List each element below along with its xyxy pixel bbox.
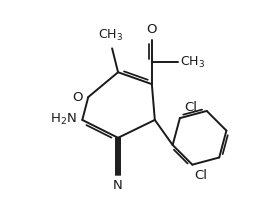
Text: CH$_3$: CH$_3$	[98, 28, 123, 43]
Text: CH$_3$: CH$_3$	[180, 55, 205, 70]
Text: H$_2$N: H$_2$N	[50, 112, 77, 127]
Text: Cl: Cl	[194, 169, 207, 182]
Text: O: O	[147, 23, 157, 36]
Text: Cl: Cl	[184, 101, 197, 114]
Text: O: O	[72, 90, 82, 104]
Text: N: N	[113, 179, 123, 192]
